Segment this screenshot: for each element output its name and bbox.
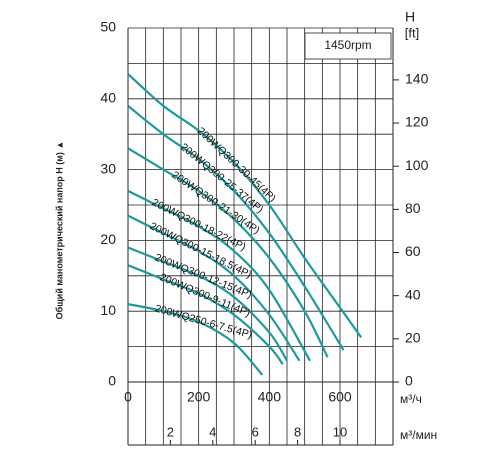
y2-tick-label: 80 — [405, 200, 421, 216]
y2-tick-label: 100 — [405, 157, 429, 173]
pump-curve — [127, 73, 363, 339]
y2-axis-title: H — [405, 9, 415, 25]
x-axis-unit: м³/ч — [400, 392, 422, 406]
pump-curve — [127, 303, 264, 376]
x2-axis-unit: м³/мин — [400, 428, 437, 442]
y-axis-title: Общий манометрический напор H (м) ▲ — [54, 141, 64, 320]
y-tick-label: 20 — [100, 231, 116, 247]
pump-curve — [127, 264, 284, 365]
annotation-box — [304, 32, 392, 60]
pump-curve — [127, 214, 301, 362]
y-tick-label: 10 — [100, 302, 116, 318]
pump-curve — [127, 189, 311, 362]
y2-tick-label: 0 — [405, 373, 413, 389]
x2-tick-label: 2 — [167, 424, 174, 439]
pump-curve — [127, 105, 345, 351]
y2-tick-label: 60 — [405, 243, 421, 259]
y-tick-label: 30 — [100, 160, 116, 176]
x2-tick-label: 4 — [209, 424, 216, 439]
annotation: 1450rpm — [324, 38, 371, 52]
x-tick-label: 0 — [124, 389, 132, 405]
x2-tick-label: 10 — [333, 424, 347, 439]
y2-axis-unit: [ft] — [405, 25, 419, 40]
x2-tick-label: 6 — [252, 424, 259, 439]
pump-curve — [127, 246, 288, 362]
x-tick-label: 200 — [187, 389, 211, 405]
y-tick-label: 0 — [108, 373, 116, 389]
y2-tick-label: 140 — [405, 71, 429, 87]
x2-tick-label: 8 — [294, 424, 301, 439]
y2-tick-label: 120 — [405, 114, 429, 130]
y2-tick-label: 40 — [405, 286, 421, 302]
y-tick-label: 50 — [100, 19, 116, 35]
y-tick-label: 40 — [100, 90, 116, 106]
x-tick-label: 600 — [328, 389, 352, 405]
x-tick-label: 400 — [258, 389, 282, 405]
pump-curve — [127, 147, 329, 358]
y2-tick-label: 20 — [405, 330, 421, 346]
